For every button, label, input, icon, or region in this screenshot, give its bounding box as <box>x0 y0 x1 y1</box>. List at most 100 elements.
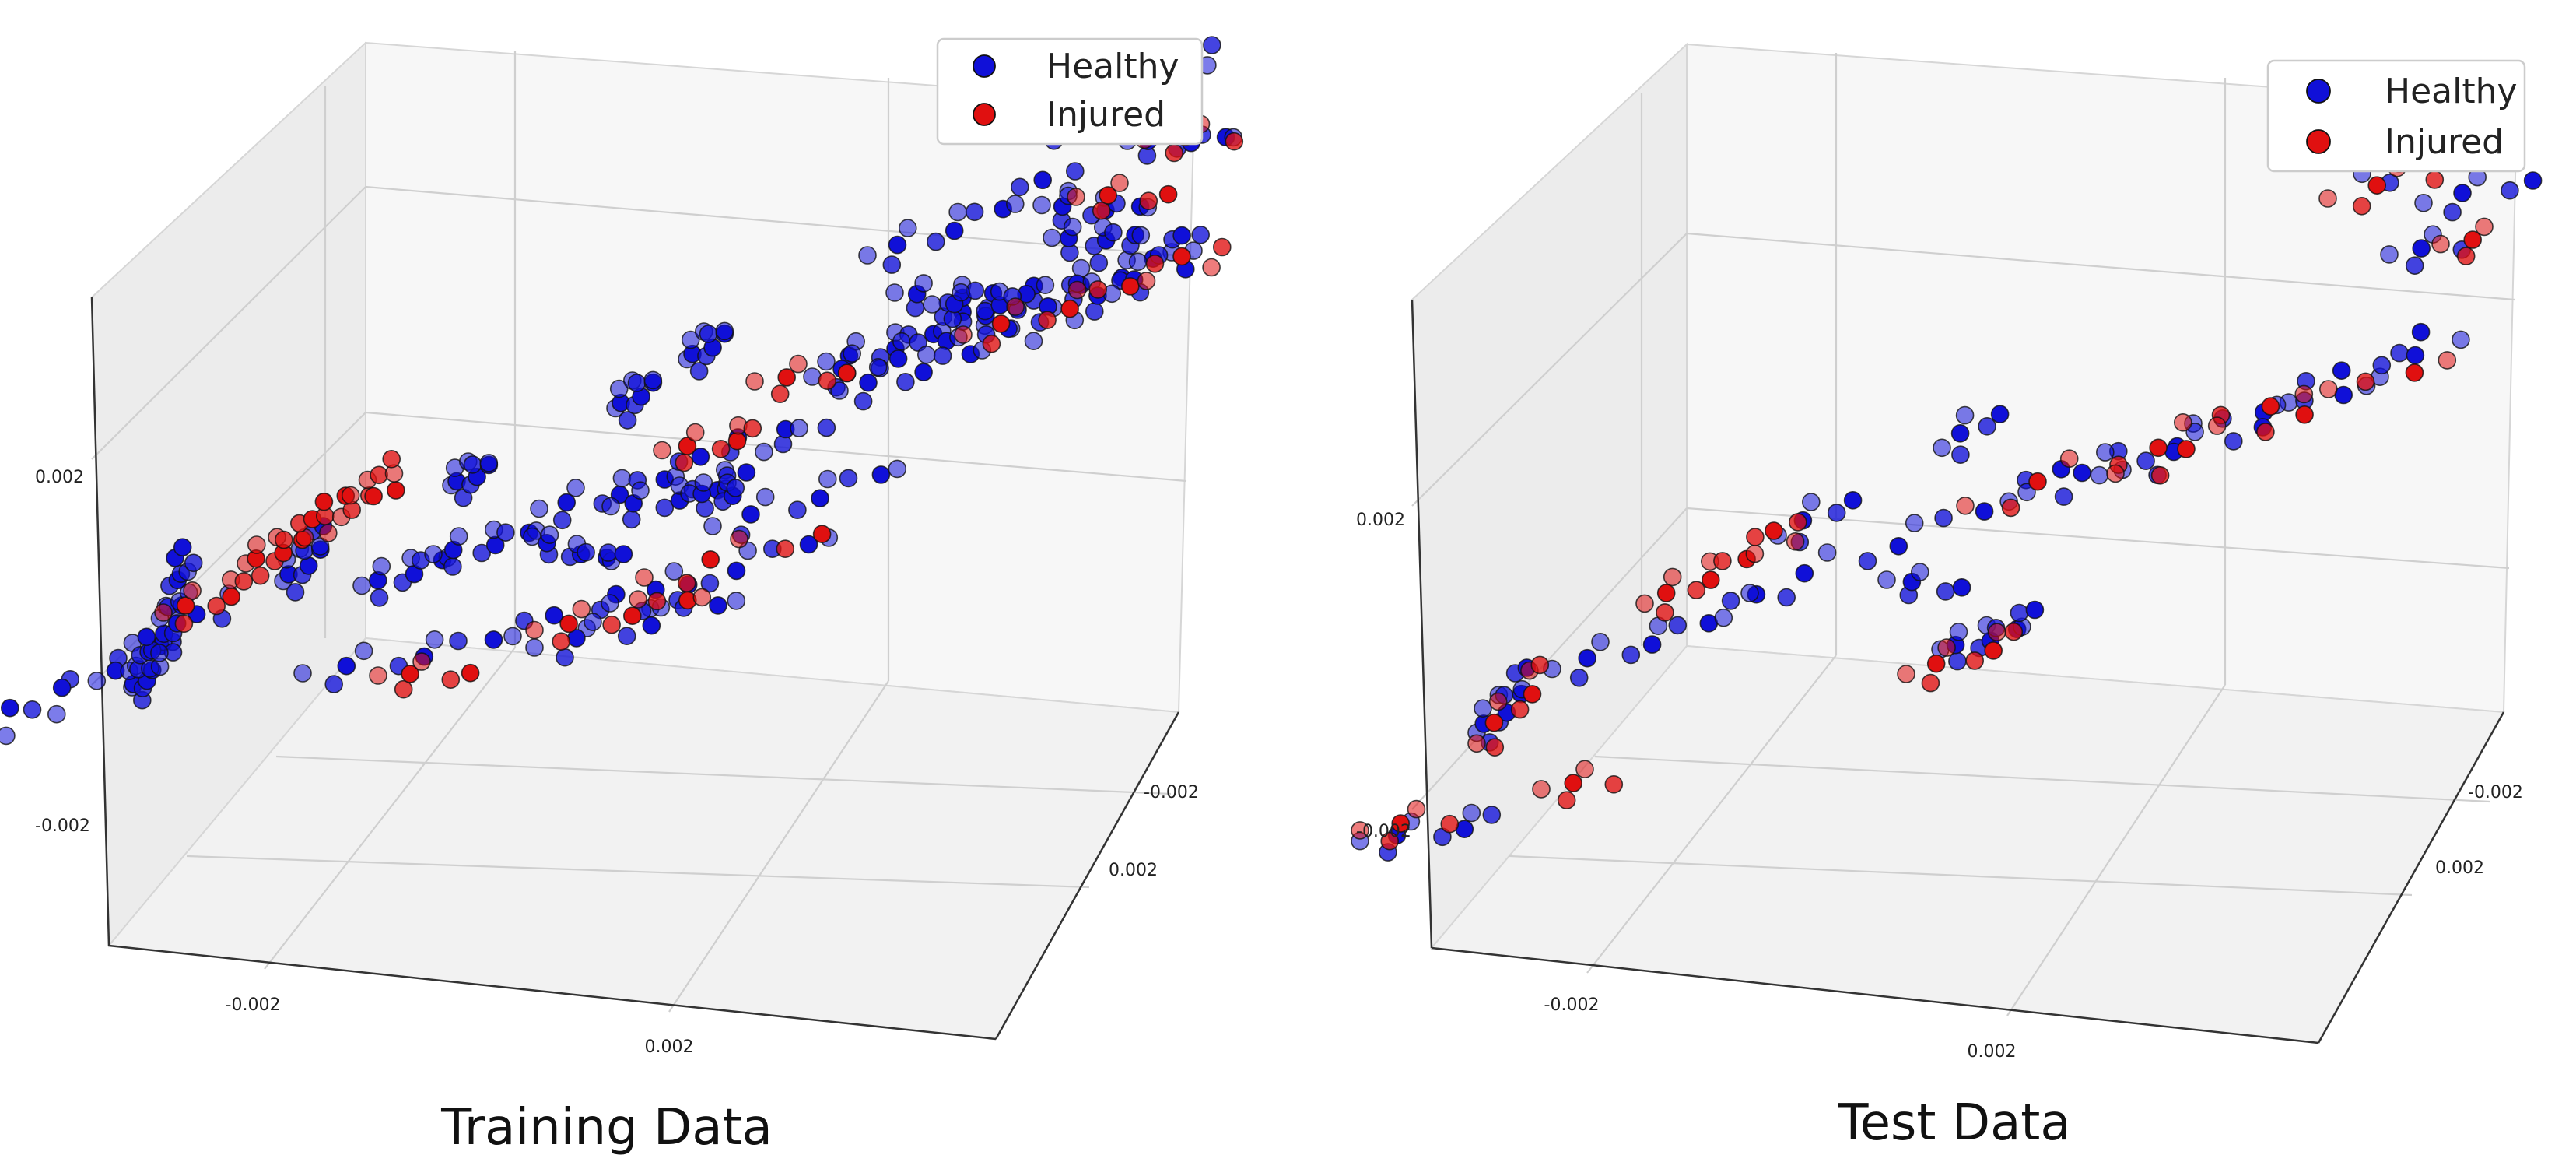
injured-point <box>2318 189 2337 208</box>
healthy-point <box>617 627 636 646</box>
healthy-point <box>173 538 192 557</box>
z-tick-label: -0.002 <box>35 816 90 836</box>
healthy-point <box>927 232 945 251</box>
injured-point <box>837 363 857 383</box>
healthy-point <box>1578 648 1596 668</box>
injured-point <box>1038 311 1057 330</box>
injured-point <box>1745 544 1765 563</box>
injured-point <box>1956 496 1975 515</box>
injured-point <box>1635 594 1654 613</box>
healthy-point <box>811 489 829 508</box>
legend-marker-healthy <box>973 54 996 78</box>
healthy-point <box>818 469 837 489</box>
injured-point <box>1407 799 1426 819</box>
healthy-point <box>545 606 564 625</box>
injured-point <box>386 481 405 500</box>
injured-point <box>1092 201 1111 220</box>
healthy-point <box>1802 493 1821 511</box>
injured-point <box>1391 814 1410 833</box>
injured-point <box>1088 280 1107 299</box>
injured-point <box>382 449 401 469</box>
healthy-point <box>2443 202 2462 222</box>
injured-point <box>711 439 731 458</box>
injured-point <box>982 334 1001 353</box>
legend-label-healthy: Healthy <box>2385 72 2518 111</box>
injured-point <box>2294 384 2314 404</box>
healthy-point <box>0 726 16 746</box>
injured-point <box>318 524 338 542</box>
healthy-point <box>372 556 391 576</box>
healthy-point <box>1128 252 1148 272</box>
panel-test: -0.002 0.002 -0.002 0.002 -0.002 0.002 H… <box>1351 42 2543 1152</box>
healthy-point <box>2025 600 2045 620</box>
injured-point <box>154 603 173 622</box>
healthy-point <box>484 630 503 649</box>
z-tick-label: 0.002 <box>1356 511 1405 530</box>
injured-point <box>1926 654 1946 673</box>
injured-point <box>1067 280 1087 300</box>
healthy-point <box>699 325 718 343</box>
scatter-points <box>0 36 1244 746</box>
healthy-point <box>1952 577 1971 597</box>
healthy-point <box>1006 195 1025 213</box>
injured-point <box>2174 412 2192 432</box>
injured-point <box>207 596 226 616</box>
injured-point <box>2438 351 2457 370</box>
healthy-point <box>293 664 312 683</box>
chart-title: Training Data <box>440 1099 773 1157</box>
injured-point <box>341 486 360 505</box>
injured-point <box>1557 791 1576 809</box>
injured-point <box>2150 465 2170 485</box>
healthy-point <box>354 641 373 661</box>
healthy-point <box>853 391 873 411</box>
healthy-point <box>2390 343 2409 363</box>
healthy-point <box>2453 184 2472 202</box>
y-tick-label: -0.002 <box>2468 783 2523 802</box>
healthy-point <box>945 221 964 240</box>
injured-point <box>572 599 591 619</box>
healthy-point <box>799 535 818 554</box>
injured-point <box>685 423 705 442</box>
injured-point <box>675 453 694 472</box>
injured-point <box>2001 498 2020 518</box>
healthy-point <box>700 574 720 593</box>
injured-point <box>647 592 667 611</box>
healthy-point <box>463 455 482 474</box>
healthy-point <box>2412 239 2431 258</box>
healthy-point <box>1877 570 1896 589</box>
healthy-point <box>871 465 891 484</box>
chart-title: Test Data <box>1837 1094 2070 1152</box>
healthy-point <box>914 363 933 382</box>
healthy-point <box>1011 177 1029 197</box>
healthy-point <box>299 556 318 575</box>
healthy-point <box>2523 171 2543 190</box>
healthy-point <box>1085 302 1104 321</box>
injured-point <box>1488 692 1508 711</box>
injured-point <box>1965 651 1984 670</box>
axes-lines <box>90 297 1180 1041</box>
healthy-point <box>2224 432 2243 451</box>
y-tick-label: -0.002 <box>1144 783 1199 802</box>
healthy-point <box>87 671 107 690</box>
injured-point <box>2405 363 2424 382</box>
injured-point <box>622 606 642 626</box>
injured-point <box>629 590 647 609</box>
injured-point <box>234 572 254 591</box>
injured-point <box>1110 174 1129 192</box>
healthy-point <box>1063 217 1082 237</box>
injured-point <box>677 574 696 593</box>
injured-point <box>745 372 764 391</box>
healthy-point <box>843 344 861 363</box>
healthy-point <box>1642 635 1662 654</box>
healthy-point <box>2010 603 2029 623</box>
injured-point <box>1380 831 1399 851</box>
injured-point <box>818 371 837 391</box>
healthy-point <box>137 627 156 647</box>
healthy-point <box>681 330 700 349</box>
injured-point <box>2177 440 2196 458</box>
legend-marker-injured <box>973 103 996 126</box>
injured-point <box>2431 234 2450 254</box>
healthy-point <box>1482 806 1502 824</box>
injured-point <box>461 663 480 683</box>
